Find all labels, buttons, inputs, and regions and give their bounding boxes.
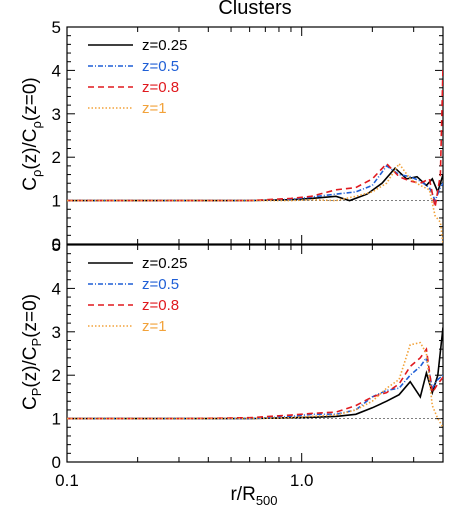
bottom-y-axis-label: CP(z)/CP(z=0) <box>20 294 44 410</box>
top-y-tick-label: 2 <box>52 148 61 167</box>
top-y-tick-label: 4 <box>52 61 61 80</box>
bottom-series-line <box>67 347 443 420</box>
bottom-legend-label: z=0.5 <box>142 276 179 293</box>
top-legend-label: z=1 <box>142 100 167 117</box>
bottom-y-tick-label: 1 <box>52 410 61 429</box>
bottom-plot-frame <box>66 244 444 463</box>
top-panel: 0 1 2 3 4 5 z=0.25 z=0.5 z=0.8 z=1 <box>52 18 444 254</box>
top-y-tick-label: 5 <box>52 18 61 37</box>
bottom-panel: 0 1 2 3 4 5 0.1 1.0 z=0.25 z=0.5 z=0.8 z=1 <box>52 236 444 490</box>
x-axis-label: r/R500 <box>230 484 277 508</box>
chart-title: Clusters <box>218 0 291 19</box>
bottom-y-tick-label: 3 <box>52 323 61 342</box>
top-plot-frame <box>66 26 444 245</box>
bottom-y-tick-label: 0 <box>52 453 61 472</box>
bottom-y-tick-label: 5 <box>52 236 61 255</box>
top-legend-label: z=0.8 <box>142 79 179 96</box>
bottom-x-tick-label: 0.1 <box>55 471 79 490</box>
top-legend-label: z=0.5 <box>142 58 179 75</box>
bottom-series-line <box>67 355 443 420</box>
bottom-y-tick-label: 2 <box>52 366 61 385</box>
bottom-legend-label: z=0.25 <box>142 255 187 272</box>
top-y-tick-label: 0 <box>52 235 61 254</box>
bottom-x-tick-label: 1.0 <box>290 471 314 490</box>
top-y-axis-label: Cρ(z)/Cρ(z=0) <box>20 77 44 191</box>
top-series-line <box>67 162 443 244</box>
top-y-tick-label: 1 <box>52 192 61 211</box>
top-series-line <box>67 166 443 202</box>
top-series-line <box>67 66 443 208</box>
bottom-y-tick-label: 4 <box>52 279 61 298</box>
bottom-legend-label: z=0.8 <box>142 297 179 314</box>
bottom-series-line <box>67 327 443 420</box>
top-legend-label: z=0.25 <box>142 37 187 54</box>
bottom-series-line <box>67 341 443 428</box>
top-y-tick-label: 3 <box>52 105 61 124</box>
bottom-legend-label: z=1 <box>142 318 167 335</box>
